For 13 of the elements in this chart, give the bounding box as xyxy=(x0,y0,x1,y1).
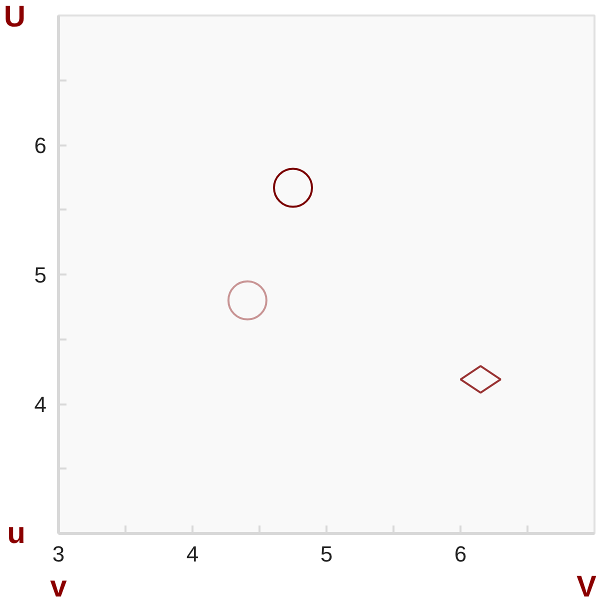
point xyxy=(273,168,313,208)
text: v xyxy=(50,570,68,604)
text: U xyxy=(4,0,26,34)
x-tick-label: 4 xyxy=(186,542,199,566)
text: V xyxy=(576,570,596,604)
y-tick-label: 4 xyxy=(34,392,47,417)
x-tick-label: 6 xyxy=(454,542,467,566)
point xyxy=(227,280,268,320)
text: u xyxy=(7,517,26,550)
y-tick-label: 5 xyxy=(34,262,47,288)
y-tick-label: 6 xyxy=(34,133,47,158)
x-tick-label: 3 xyxy=(52,542,65,566)
x-tick-label: 5 xyxy=(320,542,333,566)
